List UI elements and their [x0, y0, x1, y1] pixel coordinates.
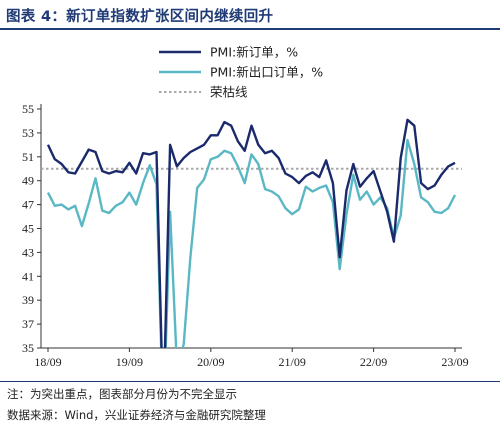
y-tick-label: 43: [22, 245, 34, 259]
legend-label-reference: 荣枯线: [210, 85, 248, 100]
x-tick-label: 23/09: [441, 355, 468, 369]
x-tick-label: 19/09: [116, 355, 143, 369]
data-source: 数据来源：Wind，兴业证券经济与金融研究院整理: [7, 408, 266, 422]
y-tick-label: 39: [22, 293, 34, 307]
x-tick-label: 21/09: [279, 355, 306, 369]
y-tick-label: 49: [22, 174, 34, 188]
title-bar: 图表 4：新订单指数扩张区间内继续回升: [0, 0, 500, 30]
page-title: 图表 4：新订单指数扩张区间内继续回升: [6, 9, 274, 25]
y-tick-label: 55: [22, 102, 34, 116]
title-divider: [0, 28, 500, 30]
y-tick-label: 51: [22, 150, 34, 164]
x-tick-label: 18/09: [34, 355, 61, 369]
y-tick-label: 47: [22, 198, 34, 212]
series-line-new-orders: [46, 118, 456, 348]
y-tick-label: 41: [22, 269, 34, 283]
line-chart: 35 37 39 41 43 45 47 49 51 53 55 18/09 19/09 20/09 21/…: [22, 45, 469, 370]
legend-label-new-orders: PMI:新订单，%: [210, 45, 298, 60]
y-tick-label: 45: [22, 222, 34, 236]
y-tick-label: 35: [22, 341, 34, 355]
y-tick-label: 37: [22, 317, 34, 331]
chart-note: 注：为突出重点，图表部分月份为不完全显示: [7, 387, 237, 401]
x-tick-label: 20/09: [197, 355, 224, 369]
legend-label-new-export-orders: PMI:新出口订单，%: [210, 65, 323, 80]
y-tick-label: 53: [22, 126, 34, 140]
chart-legend: PMI:新订单，% PMI:新出口订单，% 荣枯线: [159, 45, 323, 100]
series-line-new-export-orders: [46, 138, 457, 348]
footer-divider: [0, 381, 500, 382]
x-tick-label: 22/09: [360, 355, 387, 369]
plot-area: 35 37 39 41 43 45 47 49 51 53 55 18/09 19/09 20/09 21/…: [22, 102, 469, 369]
